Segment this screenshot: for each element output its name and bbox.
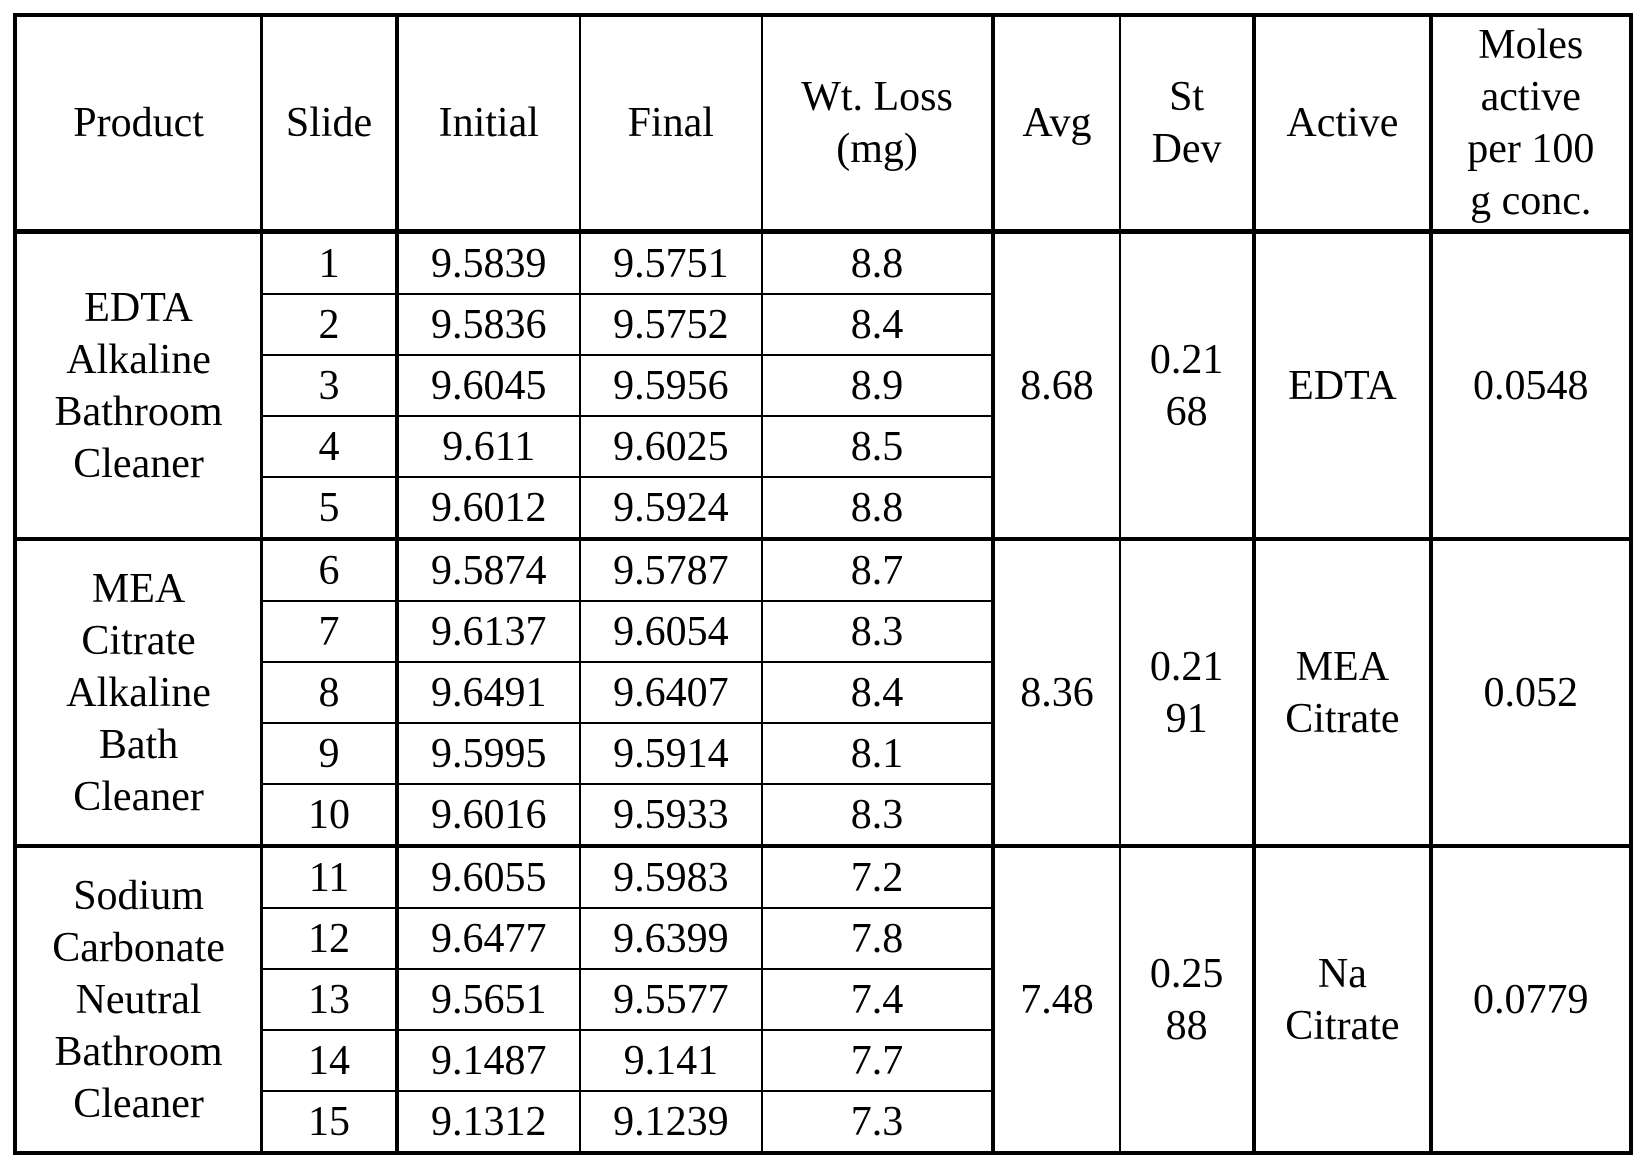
- active-cell: Na Citrate: [1254, 846, 1430, 1153]
- wt-loss-cell: 8.9: [762, 355, 993, 416]
- wt-loss-cell: 7.7: [762, 1030, 993, 1091]
- wt-loss-cell: 8.4: [762, 294, 993, 355]
- final-cell: 9.5752: [580, 294, 763, 355]
- final-cell: 9.1239: [580, 1091, 763, 1153]
- final-cell: 9.6407: [580, 662, 763, 723]
- header-wt-loss: Wt. Loss (mg): [762, 15, 993, 232]
- initial-cell: 9.6055: [397, 846, 580, 908]
- slide-cell: 6: [262, 539, 397, 601]
- st-dev-cell: 0.21 68: [1120, 232, 1254, 540]
- table-body: EDTA Alkaline Bathroom Cleaner19.58399.5…: [15, 232, 1631, 1154]
- slide-cell: 4: [262, 416, 397, 477]
- st-dev-cell: 0.21 91: [1120, 539, 1254, 846]
- initial-cell: 9.1487: [397, 1030, 580, 1091]
- final-cell: 9.5787: [580, 539, 763, 601]
- final-cell: 9.5924: [580, 477, 763, 539]
- moles-cell: 0.0548: [1431, 232, 1631, 540]
- wt-loss-cell: 8.1: [762, 723, 993, 784]
- slide-cell: 10: [262, 784, 397, 846]
- table-row: MEA Citrate Alkaline Bath Cleaner69.5874…: [15, 539, 1631, 601]
- initial-cell: 9.6477: [397, 908, 580, 969]
- final-cell: 9.5914: [580, 723, 763, 784]
- final-cell: 9.141: [580, 1030, 763, 1091]
- product-cell: MEA Citrate Alkaline Bath Cleaner: [15, 539, 262, 846]
- final-cell: 9.6399: [580, 908, 763, 969]
- table-row: EDTA Alkaline Bathroom Cleaner19.58399.5…: [15, 232, 1631, 295]
- moles-cell: 0.0779: [1431, 846, 1631, 1153]
- header-final: Final: [580, 15, 763, 232]
- wt-loss-cell: 7.8: [762, 908, 993, 969]
- wt-loss-cell: 8.3: [762, 784, 993, 846]
- initial-cell: 9.5839: [397, 232, 580, 295]
- slide-cell: 9: [262, 723, 397, 784]
- header-active: Active: [1254, 15, 1430, 232]
- slide-cell: 1: [262, 232, 397, 295]
- product-cell: Sodium Carbonate Neutral Bathroom Cleane…: [15, 846, 262, 1153]
- slide-cell: 8: [262, 662, 397, 723]
- avg-cell: 8.68: [993, 232, 1120, 540]
- slide-cell: 7: [262, 601, 397, 662]
- initial-cell: 9.5836: [397, 294, 580, 355]
- slide-cell: 3: [262, 355, 397, 416]
- initial-cell: 9.6016: [397, 784, 580, 846]
- final-cell: 9.6054: [580, 601, 763, 662]
- table-row: Sodium Carbonate Neutral Bathroom Cleane…: [15, 846, 1631, 908]
- wt-loss-cell: 8.7: [762, 539, 993, 601]
- header-avg: Avg: [993, 15, 1120, 232]
- wt-loss-cell: 7.2: [762, 846, 993, 908]
- product-cell: EDTA Alkaline Bathroom Cleaner: [15, 232, 262, 540]
- initial-cell: 9.6137: [397, 601, 580, 662]
- wt-loss-cell: 8.8: [762, 477, 993, 539]
- wt-loss-cell: 7.4: [762, 969, 993, 1030]
- wt-loss-cell: 8.4: [762, 662, 993, 723]
- header-st-dev: St Dev: [1120, 15, 1254, 232]
- slide-cell: 15: [262, 1091, 397, 1153]
- header-initial: Initial: [397, 15, 580, 232]
- slide-cell: 12: [262, 908, 397, 969]
- active-cell: MEA Citrate: [1254, 539, 1430, 846]
- active-cell: EDTA: [1254, 232, 1430, 540]
- final-cell: 9.5933: [580, 784, 763, 846]
- wt-loss-cell: 8.5: [762, 416, 993, 477]
- initial-cell: 9.5651: [397, 969, 580, 1030]
- header-slide: Slide: [262, 15, 397, 232]
- slide-cell: 5: [262, 477, 397, 539]
- header-row: Product Slide Initial Final Wt. Loss (mg…: [15, 15, 1631, 232]
- final-cell: 9.5577: [580, 969, 763, 1030]
- header-product: Product: [15, 15, 262, 232]
- header-moles: Moles active per 100 g conc.: [1431, 15, 1631, 232]
- initial-cell: 9.5995: [397, 723, 580, 784]
- wt-loss-cell: 8.8: [762, 232, 993, 295]
- final-cell: 9.6025: [580, 416, 763, 477]
- final-cell: 9.5956: [580, 355, 763, 416]
- avg-cell: 7.48: [993, 846, 1120, 1153]
- initial-cell: 9.6045: [397, 355, 580, 416]
- final-cell: 9.5983: [580, 846, 763, 908]
- slide-cell: 13: [262, 969, 397, 1030]
- initial-cell: 9.5874: [397, 539, 580, 601]
- slide-cell: 2: [262, 294, 397, 355]
- avg-cell: 8.36: [993, 539, 1120, 846]
- final-cell: 9.5751: [580, 232, 763, 295]
- wt-loss-cell: 8.3: [762, 601, 993, 662]
- wt-loss-cell: 7.3: [762, 1091, 993, 1153]
- initial-cell: 9.611: [397, 416, 580, 477]
- st-dev-cell: 0.25 88: [1120, 846, 1254, 1153]
- results-table: Product Slide Initial Final Wt. Loss (mg…: [13, 13, 1633, 1155]
- initial-cell: 9.6491: [397, 662, 580, 723]
- initial-cell: 9.1312: [397, 1091, 580, 1153]
- slide-cell: 14: [262, 1030, 397, 1091]
- initial-cell: 9.6012: [397, 477, 580, 539]
- slide-cell: 11: [262, 846, 397, 908]
- moles-cell: 0.052: [1431, 539, 1631, 846]
